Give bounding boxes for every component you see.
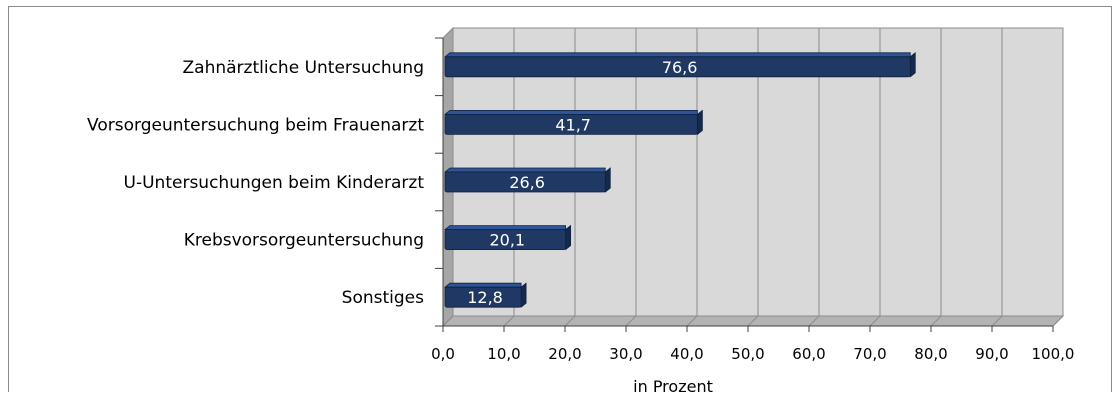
bar-end-face <box>696 109 703 136</box>
data-label: 26,6 <box>509 173 545 192</box>
x-tick-label: 40,0 <box>670 345 703 363</box>
gridline-floor <box>1052 315 1064 327</box>
bar-top-face <box>443 167 606 173</box>
bar-top-face <box>443 225 567 231</box>
x-tick-label: 50,0 <box>731 345 764 363</box>
gridline-floor <box>991 315 1003 327</box>
x-tick-label: 10,0 <box>487 345 520 363</box>
bar-front-face <box>444 286 522 308</box>
bar <box>443 224 572 251</box>
category-label: Krebsvorsorgeuntersuchung <box>184 231 424 251</box>
category-label: Zahnärztliche Untersuchung <box>183 58 424 78</box>
x-axis-title: in Prozent <box>633 377 713 396</box>
bar-end-face <box>909 51 916 78</box>
gridline-floor <box>747 315 759 327</box>
x-tick-label: 90,0 <box>975 345 1008 363</box>
gridline-floor <box>869 315 881 327</box>
bar-front-face <box>444 114 698 135</box>
data-label: 41,7 <box>555 115 591 134</box>
category-label: U-Untersuchungen beim Kinderarzt <box>124 173 425 193</box>
x-tick-label: 0,0 <box>431 345 455 363</box>
gridline-floor <box>564 315 576 327</box>
data-label: 12,8 <box>467 288 503 307</box>
bar <box>443 109 703 136</box>
category-label: Sonstiges <box>342 288 424 308</box>
gridline-floor <box>625 315 637 327</box>
bar-top-face <box>443 282 522 288</box>
bar <box>443 51 916 78</box>
bar-front-face <box>444 229 567 251</box>
x-tick-label: 100,0 <box>1032 345 1075 363</box>
bar-top-face <box>443 110 698 115</box>
x-tick-label: 80,0 <box>914 345 947 363</box>
x-tick-label: 20,0 <box>548 345 581 363</box>
category-label: Vorsorgeuntersuchung beim Frauenarzt <box>87 115 424 135</box>
bar-end-face <box>520 282 527 309</box>
bar <box>443 167 611 193</box>
gridline-floor <box>686 315 698 327</box>
gridline-floor <box>442 315 454 327</box>
x-tick-label: 70,0 <box>853 345 886 363</box>
gridline-floor <box>808 315 820 327</box>
bar-end-face <box>604 167 611 193</box>
bar-top-face <box>443 52 911 58</box>
bar <box>443 282 527 309</box>
x-tick-label: 60,0 <box>792 345 825 363</box>
data-label: 20,1 <box>489 231 525 250</box>
data-label: 76,6 <box>662 58 698 77</box>
gridline-floor <box>503 315 515 327</box>
bar-front-face <box>444 56 911 78</box>
gridline-floor <box>930 315 942 327</box>
bar-front-face <box>444 171 606 193</box>
bar-end-face <box>565 224 572 251</box>
x-tick-label: 30,0 <box>609 345 642 363</box>
